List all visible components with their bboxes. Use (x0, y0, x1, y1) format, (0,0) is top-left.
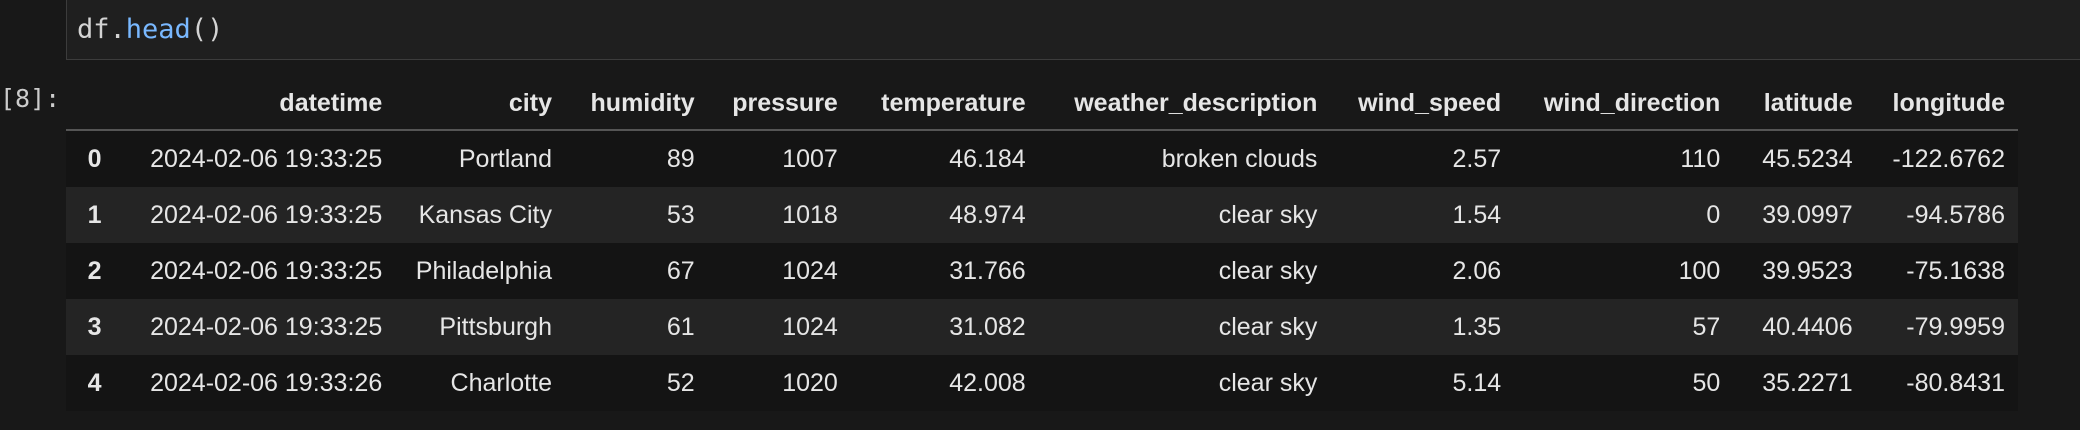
cell-pressure: 1018 (782, 200, 838, 229)
cell-latitude: 45.5234 (1762, 144, 1853, 173)
cell-wind-direction: 0 (1706, 200, 1721, 229)
header-weather-description: weather_description (1038, 77, 1331, 131)
cell-pressure: 1020 (782, 368, 838, 397)
header-row: datetime city humidity pressure temperat… (66, 77, 2018, 131)
cell-longitude: -80.8431 (1906, 368, 2005, 397)
cell-longitude: -79.9959 (1906, 312, 2005, 341)
cell-longitude: -94.5786 (1906, 200, 2005, 229)
table-row: 0 2024-02-06 19:33:25 Portland 89 1007 4… (66, 130, 2018, 187)
code-cell-editor[interactable]: df.head() (66, 0, 2080, 60)
header-temperature: temperature (850, 77, 1039, 131)
row-index: 4 (87, 368, 102, 397)
code-dot: . (109, 14, 126, 45)
table-row: 1 2024-02-06 19:33:25 Kansas City 53 101… (66, 187, 2018, 243)
header-pressure: pressure (707, 77, 851, 131)
header-datetime: datetime (114, 77, 396, 131)
code-parens: () (190, 14, 224, 45)
cell-pressure: 1024 (782, 312, 838, 341)
cell-wind-speed: 5.14 (1452, 368, 1502, 397)
table-row: 2 2024-02-06 19:33:25 Philadelphia 67 10… (66, 243, 2018, 299)
header-wind-direction: wind_direction (1514, 77, 1734, 131)
cell-weather-description: clear sky (1218, 368, 1318, 397)
header-city: city (395, 77, 565, 131)
cell-wind-direction: 100 (1678, 256, 1721, 285)
execution-count: [8]: (0, 84, 61, 113)
row-index: 0 (87, 144, 102, 173)
table-row: 4 2024-02-06 19:33:26 Charlotte 52 1020 … (66, 355, 2018, 411)
cell-temperature: 31.082 (949, 312, 1026, 341)
header-latitude: latitude (1733, 77, 1866, 131)
row-index: 1 (87, 200, 102, 229)
cell-wind-speed: 1.54 (1452, 200, 1502, 229)
cell-longitude: -122.6762 (1892, 144, 2005, 173)
cell-wind-direction: 110 (1680, 144, 1721, 173)
cell-latitude: 39.9523 (1762, 256, 1853, 285)
header-longitude: longitude (1865, 77, 2018, 131)
cell-city: Kansas City (418, 200, 552, 229)
cell-weather-description: clear sky (1218, 312, 1318, 341)
cell-weather-description: clear sky (1218, 256, 1318, 285)
code-method: head (125, 14, 191, 45)
cell-weather-description: broken clouds (1161, 144, 1318, 173)
table-body: 0 2024-02-06 19:33:25 Portland 89 1007 4… (66, 130, 2018, 411)
code-object: df (77, 14, 110, 45)
cell-output: datetime city humidity pressure temperat… (66, 77, 2018, 411)
cell-datetime: 2024-02-06 19:33:25 (150, 312, 383, 341)
table-row: 3 2024-02-06 19:33:25 Pittsburgh 61 1024… (66, 299, 2018, 355)
cell-temperature: 31.766 (949, 256, 1026, 285)
cell-wind-direction: 57 (1692, 312, 1721, 341)
cell-datetime: 2024-02-06 19:33:25 (150, 256, 383, 285)
cell-temperature: 42.008 (949, 368, 1026, 397)
code-line[interactable]: df.head() (77, 14, 223, 45)
dataframe-table: datetime city humidity pressure temperat… (66, 77, 2018, 411)
header-wind-speed: wind_speed (1330, 77, 1515, 131)
cell-temperature: 48.974 (949, 200, 1026, 229)
cell-humidity: 89 (666, 144, 695, 173)
cell-wind-speed: 2.57 (1452, 144, 1502, 173)
cell-pressure: 1024 (782, 256, 838, 285)
cell-city: Pittsburgh (439, 312, 552, 341)
cell-humidity: 52 (666, 368, 695, 397)
cell-city: Philadelphia (415, 256, 552, 285)
cell-city: Charlotte (450, 368, 552, 397)
cell-temperature: 46.184 (949, 144, 1026, 173)
cell-weather-description: clear sky (1218, 200, 1318, 229)
cell-city: Portland (458, 144, 552, 173)
header-humidity: humidity (564, 77, 708, 131)
cell-wind-speed: 2.06 (1452, 256, 1502, 285)
cell-datetime: 2024-02-06 19:33:26 (150, 368, 383, 397)
cell-wind-direction: 50 (1692, 368, 1721, 397)
cell-humidity: 53 (666, 200, 695, 229)
cell-wind-speed: 1.35 (1452, 312, 1502, 341)
row-index: 3 (87, 312, 102, 341)
cell-humidity: 67 (666, 256, 695, 285)
cell-latitude: 39.0997 (1762, 200, 1853, 229)
cell-datetime: 2024-02-06 19:33:25 (150, 144, 383, 173)
cell-humidity: 61 (666, 312, 695, 341)
cell-pressure: 1007 (782, 144, 838, 173)
cell-datetime: 2024-02-06 19:33:25 (150, 200, 383, 229)
cell-longitude: -75.1638 (1906, 256, 2005, 285)
cell-latitude: 40.4406 (1762, 312, 1853, 341)
cell-latitude: 35.2271 (1762, 368, 1853, 397)
table-header: datetime city humidity pressure temperat… (66, 77, 2018, 131)
row-index: 2 (87, 256, 102, 285)
header-index (66, 77, 115, 131)
